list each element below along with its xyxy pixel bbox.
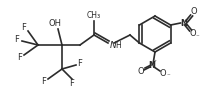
Text: F: F — [15, 36, 19, 45]
Text: F: F — [18, 54, 22, 62]
Text: ⁺: ⁺ — [180, 25, 183, 29]
Text: N: N — [149, 61, 156, 71]
Text: N: N — [110, 42, 116, 51]
Text: ⁻: ⁻ — [196, 34, 199, 40]
Text: N: N — [180, 19, 187, 28]
Text: H: H — [115, 41, 121, 49]
Text: CH₃: CH₃ — [87, 12, 101, 20]
Text: F: F — [70, 80, 74, 88]
Text: F: F — [78, 58, 82, 68]
Text: O: O — [189, 29, 196, 39]
Text: O: O — [160, 68, 166, 78]
Text: OH: OH — [48, 19, 62, 29]
Text: F: F — [42, 78, 46, 87]
Text: ⁺: ⁺ — [153, 61, 156, 65]
Text: ⁻: ⁻ — [166, 73, 170, 79]
Text: O: O — [190, 7, 197, 16]
Text: F: F — [22, 23, 26, 32]
Text: O: O — [138, 67, 144, 75]
